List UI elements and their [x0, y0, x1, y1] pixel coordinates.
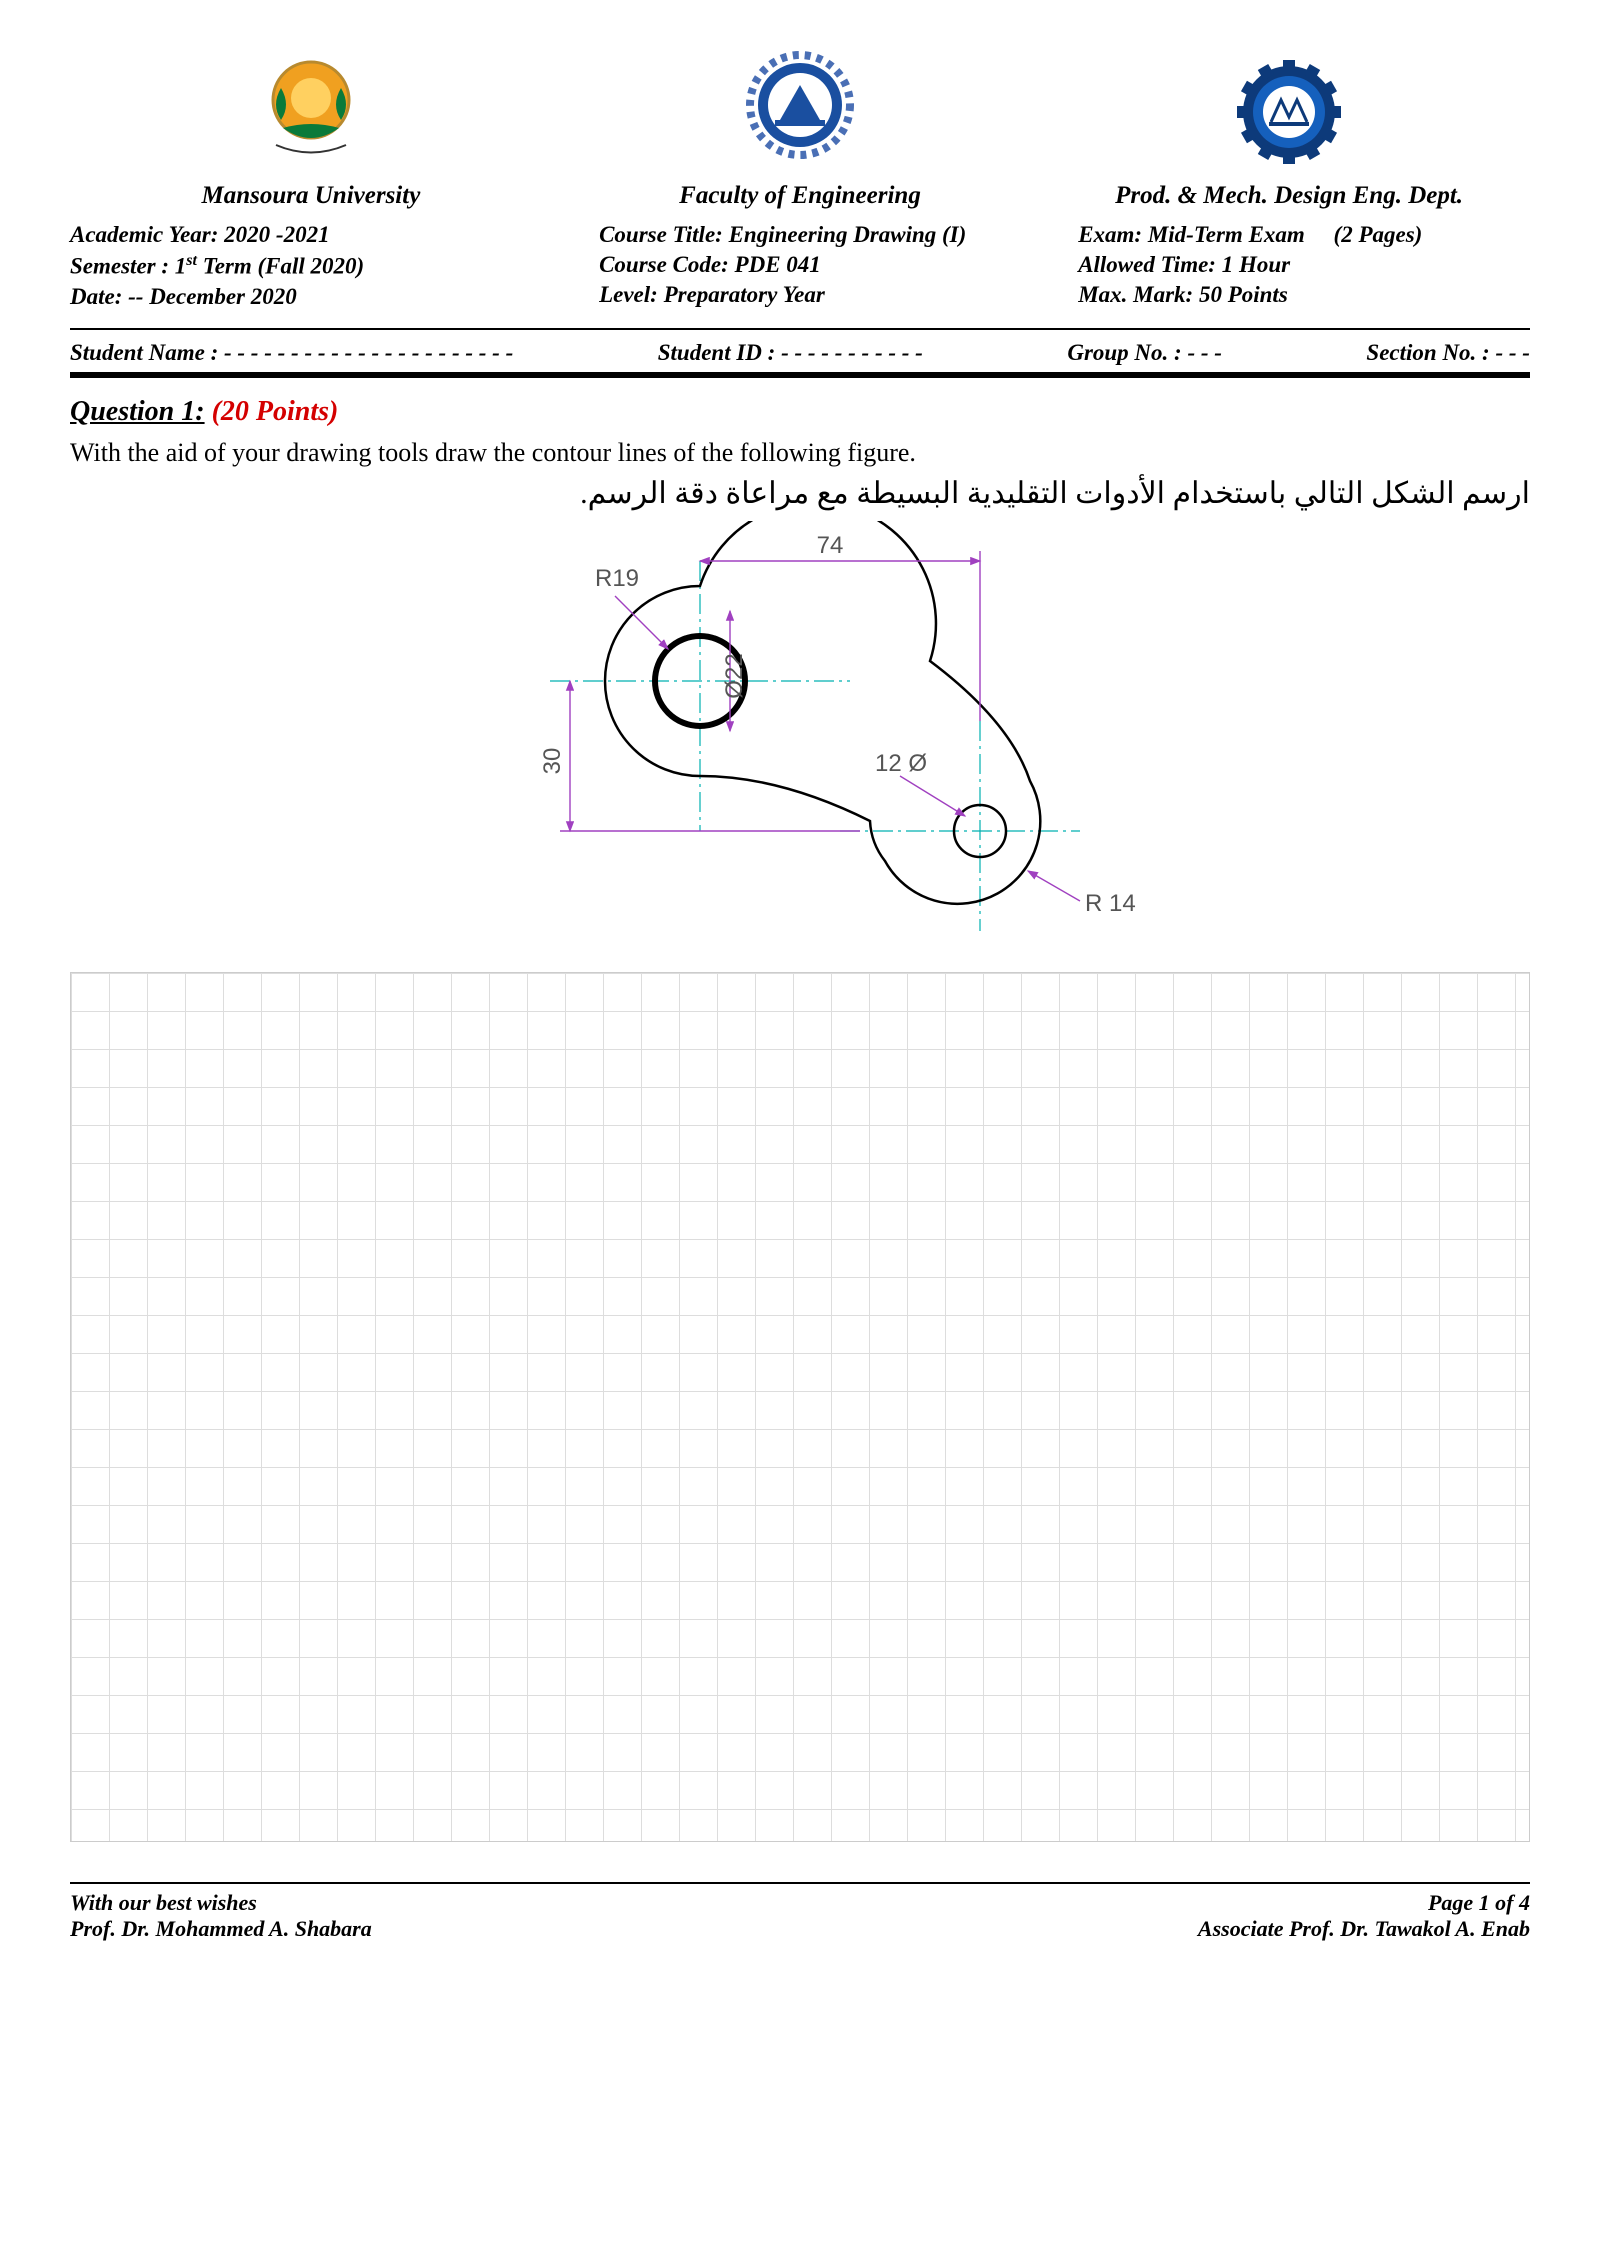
footer-left: With our best wishes Prof. Dr. Mohammed … [70, 1890, 372, 1942]
thick-rule [70, 372, 1530, 378]
level: Level: Preparatory Year [599, 282, 1041, 308]
engineering-figure: 74 R19 30 Ø22 12 Ø R 14 [420, 521, 1180, 941]
answer-grid [70, 972, 1530, 1842]
logo-col-right: Prod. & Mech. Design Eng. Dept. [1048, 60, 1530, 210]
group-no: Group No. : - - - [1067, 340, 1222, 366]
dim-dia22: Ø22 [721, 653, 748, 698]
faculty-logo-icon [740, 50, 860, 165]
student-name: Student Name : - - - - - - - - - - - - -… [70, 340, 513, 366]
course-title: Course Title: Engineering Drawing (I) [599, 222, 1041, 248]
section-no: Section No. : - - - [1366, 340, 1530, 366]
right-caption: Prod. & Mech. Design Eng. Dept. [1048, 182, 1530, 210]
center-caption: Faculty of Engineering [559, 182, 1041, 210]
dim-30: 30 [539, 747, 566, 774]
dim-12dia: 12 Ø [875, 750, 927, 777]
left-caption: Mansoura University [70, 182, 552, 210]
info-row: Academic Year: 2020 -2021 Semester : 1st… [70, 222, 1530, 314]
max-mark: Max. Mark: 50 Points [1078, 282, 1530, 308]
student-id: Student ID : - - - - - - - - - - - [658, 340, 923, 366]
question-text-en: With the aid of your drawing tools draw … [70, 438, 1530, 468]
mansoura-logo-icon [251, 50, 371, 165]
header-logos: Mansoura University Faculty of Engineeri… [70, 50, 1530, 210]
course-code: Course Code: PDE 041 [599, 252, 1041, 278]
dim-r19: R19 [595, 565, 639, 592]
logo-col-center: Faculty of Engineering [559, 50, 1041, 210]
footer: With our best wishes Prof. Dr. Mohammed … [70, 1884, 1530, 1942]
figure-container: 74 R19 30 Ø22 12 Ø R 14 [70, 521, 1530, 948]
semester: Semester : 1st Term (Fall 2020) [70, 252, 552, 280]
dim-74: 74 [817, 532, 844, 559]
info-left: Academic Year: 2020 -2021 Semester : 1st… [70, 222, 552, 314]
exam: Exam: Mid-Term Exam (2 Pages) [1078, 222, 1530, 248]
dim-r14: R 14 [1085, 890, 1136, 917]
date: Date: -- December 2020 [70, 284, 552, 310]
student-row: Student Name : - - - - - - - - - - - - -… [70, 328, 1530, 366]
logo-col-left: Mansoura University [70, 50, 552, 210]
info-right: Exam: Mid-Term Exam (2 Pages) Allowed Ti… [1048, 222, 1530, 314]
question-text-ar: ارسم الشكل التالي باستخدام الأدوات التقل… [70, 476, 1530, 511]
dept-logo-icon [1234, 60, 1344, 165]
footer-right: Page 1 of 4 Associate Prof. Dr. Tawakol … [1198, 1890, 1530, 1942]
academic-year: Academic Year: 2020 -2021 [70, 222, 552, 248]
info-center: Course Title: Engineering Drawing (I) Co… [559, 222, 1041, 314]
question-title: Question 1: (20 Points) [70, 396, 1530, 428]
allowed-time: Allowed Time: 1 Hour [1078, 252, 1530, 278]
